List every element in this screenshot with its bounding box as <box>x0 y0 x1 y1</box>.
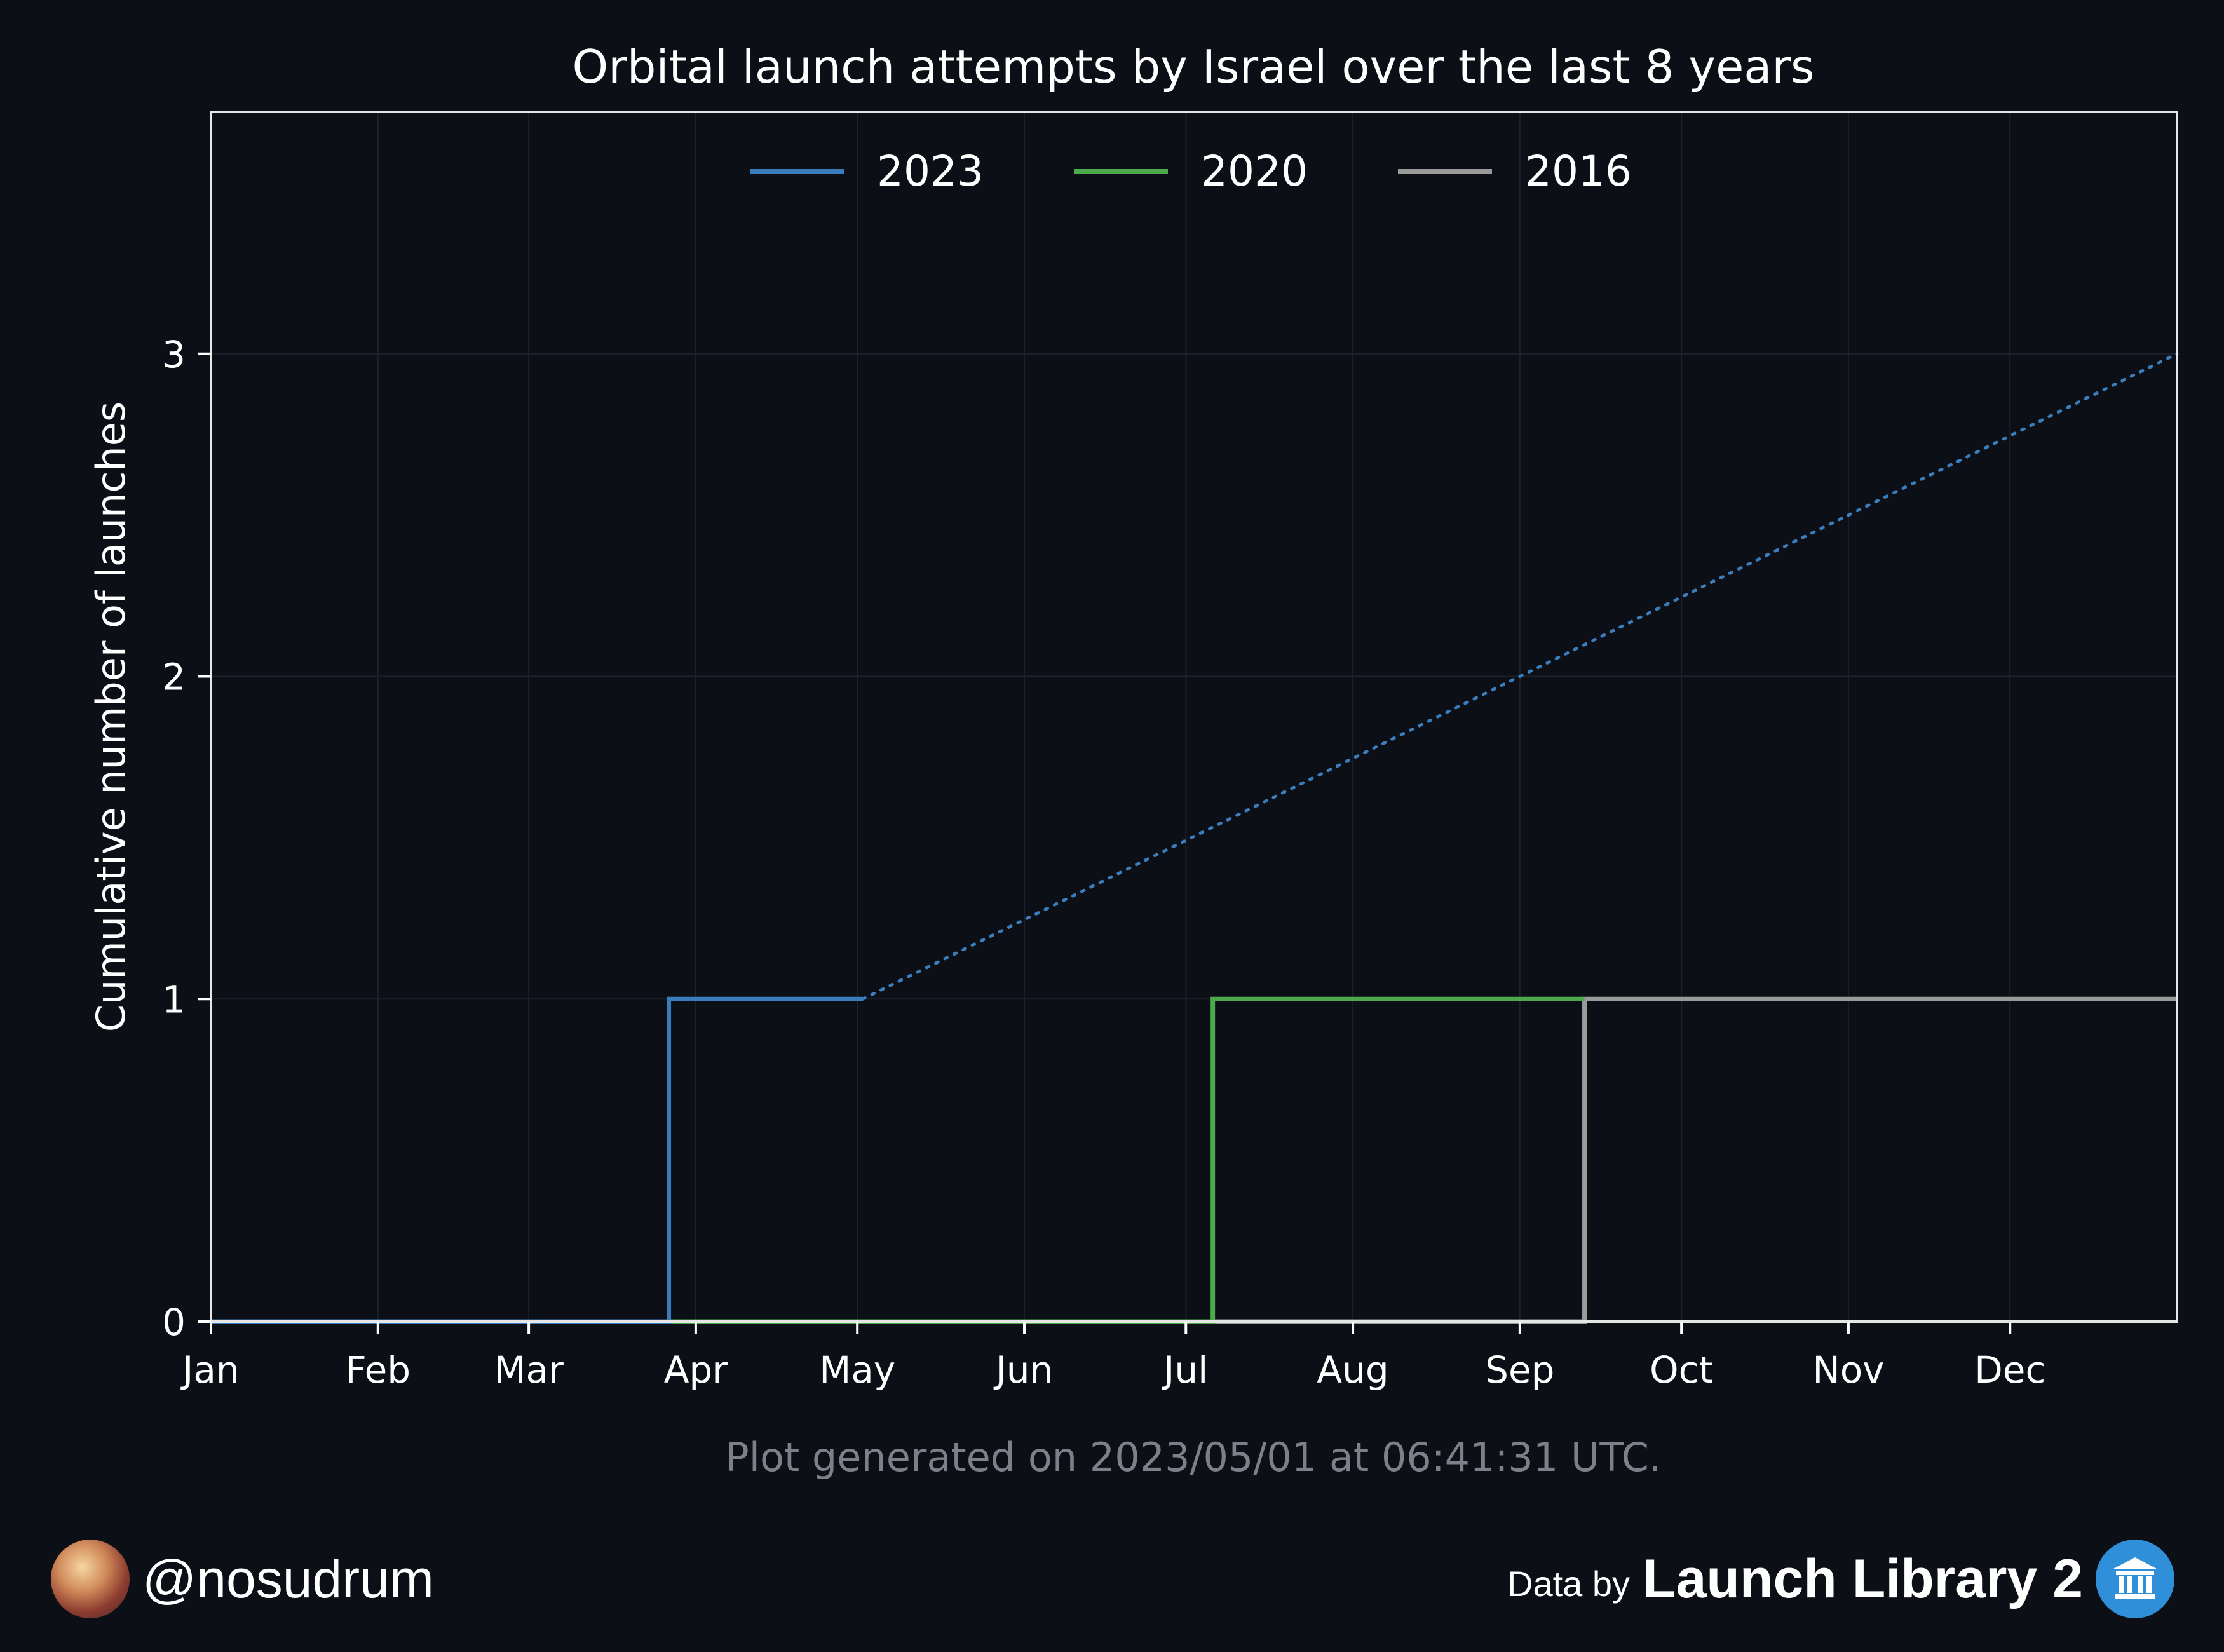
source-prefix: Data by <box>1507 1563 1631 1604</box>
y-tick-label: 2 <box>162 656 186 699</box>
x-tick-label: Nov <box>1812 1348 1884 1391</box>
legend-label: 2016 <box>1525 147 1632 196</box>
x-tick-label: Feb <box>345 1348 410 1391</box>
x-tick-label: Jun <box>994 1348 1054 1391</box>
x-tick-label: Jul <box>1162 1348 1208 1391</box>
generated-footnote: Plot generated on 2023/05/01 at 06:41:31… <box>725 1434 1661 1480</box>
plot-frame <box>210 111 2178 1323</box>
source-name: Launch Library 2 <box>1643 1548 2083 1609</box>
legend-label: 2020 <box>1201 147 1308 196</box>
author-handle: @nosudrum <box>142 1548 434 1609</box>
library-icon <box>2096 1540 2174 1618</box>
x-tick-label: Aug <box>1317 1348 1388 1391</box>
avatar <box>51 1540 130 1618</box>
legend: 2023 2020 2016 <box>750 147 1632 196</box>
y-tick-label: 1 <box>162 978 186 1021</box>
y-tick-label: 0 <box>162 1301 186 1344</box>
data-source-credit: Data by Launch Library 2 <box>1507 1538 2174 1620</box>
x-tick-label: May <box>819 1348 895 1391</box>
x-tick-label: Apr <box>664 1348 728 1391</box>
chart-title: Orbital launch attempts by Israel over t… <box>572 40 1814 93</box>
x-tick-label: Mar <box>494 1348 564 1391</box>
y-axis-label: Cumulative number of launches <box>88 402 134 1032</box>
legend-label: 2023 <box>877 147 984 196</box>
x-tick-label: Sep <box>1485 1348 1554 1391</box>
author-credit: @nosudrum <box>51 1538 434 1620</box>
y-tick-label: 3 <box>162 333 186 376</box>
x-tick-label: Oct <box>1650 1348 1713 1391</box>
x-tick-label: Dec <box>1974 1348 2045 1391</box>
y-axis: 0 1 2 3 <box>162 333 211 1344</box>
projection-line-2023 <box>861 352 2179 1001</box>
x-tick-label: Jan <box>180 1348 239 1391</box>
plot-area <box>211 112 2177 1322</box>
x-axis: Jan Feb Mar Apr May Jun Jul Aug Sep Oct Nov Dec <box>180 1322 2045 1391</box>
